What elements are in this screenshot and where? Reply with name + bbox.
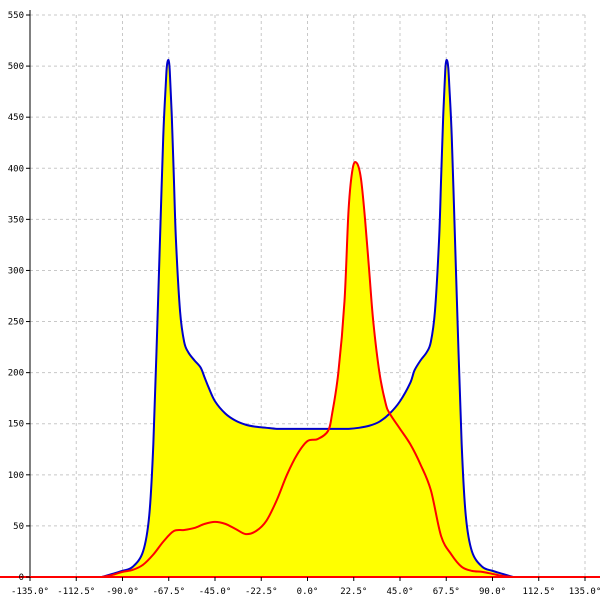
x-tick-label: 45.0° <box>386 587 413 597</box>
x-tick-label: -67.5° <box>152 587 185 597</box>
y-tick-label: 400 <box>8 164 24 174</box>
area-fills <box>101 59 514 577</box>
y-tick-label: 150 <box>8 420 24 430</box>
x-tick-label: 0.0° <box>297 587 319 597</box>
y-tick-label: 550 <box>8 11 24 21</box>
x-tick-label: -90.0° <box>106 587 139 597</box>
y-tick-label: 350 <box>8 215 24 225</box>
x-tick-label: 67.5° <box>433 587 460 597</box>
y-tick-label: 300 <box>8 266 24 276</box>
x-tick-label: 135.0° <box>569 587 600 597</box>
x-tick-label: -22.5° <box>245 587 278 597</box>
x-tick-label: 90.0° <box>479 587 506 597</box>
x-tick-label: -45.0° <box>199 587 232 597</box>
series-1-line <box>101 58 514 578</box>
y-tick-label: 0 <box>19 573 24 583</box>
y-tick-label: 50 <box>13 522 24 532</box>
series-2-area <box>101 162 514 577</box>
series-lines <box>101 58 514 578</box>
x-tick-label: 22.5° <box>340 587 367 597</box>
y-tick-label: 250 <box>8 318 24 328</box>
tick-labels: -135.0° -112.5° -90.0° -67.5° -45.0° -22.5° 0.… <box>8 11 600 597</box>
x-tick-label: -135.0° <box>11 587 49 597</box>
y-tick-label: 450 <box>8 113 24 123</box>
y-tick-label: 200 <box>8 369 24 379</box>
x-tick-label: -112.5° <box>57 587 95 597</box>
series-2-line <box>101 161 514 578</box>
y-tick-label: 100 <box>8 471 24 481</box>
axes <box>0 10 600 578</box>
x-tick-label: 112.5° <box>522 587 555 597</box>
y-tick-label: 500 <box>8 62 24 72</box>
